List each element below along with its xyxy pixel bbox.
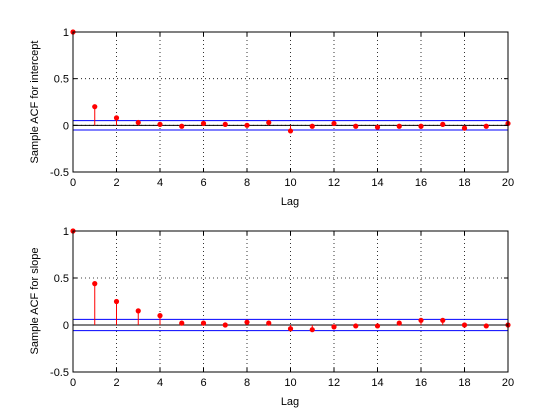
- acf-intercept-panel: Sample ACF for intercept Lag 0 2 4 6 8 10 12 14…: [29, 27, 514, 208]
- x-tick-label: 4: [157, 177, 163, 189]
- stem-marker: [113, 115, 120, 121]
- stem-marker: [374, 124, 381, 130]
- stem-marker: [222, 322, 228, 328]
- y-tick-label: 1: [63, 226, 69, 238]
- stem-marker: [374, 323, 381, 329]
- x-tick-label: 20: [502, 177, 514, 189]
- stem-marker: [157, 313, 163, 319]
- x-tick-label: 8: [244, 177, 250, 189]
- stem-marker: [179, 320, 185, 326]
- y-tick-label: -0.5: [50, 167, 69, 179]
- stem-marker: [157, 121, 163, 127]
- y-tick-label: 0: [63, 120, 69, 132]
- x-axis-label: Lag: [281, 196, 299, 208]
- y-tick-label: 0: [63, 320, 69, 332]
- x-tick-label: 14: [371, 177, 383, 189]
- x-tick-label: 4: [157, 377, 163, 389]
- stem-marker: [266, 119, 272, 126]
- x-tick-label: 16: [415, 177, 427, 189]
- x-tick-label: 6: [200, 177, 206, 189]
- stem-marker: [309, 327, 315, 333]
- stem-marker: [440, 121, 446, 127]
- x-tick-label: 18: [458, 377, 470, 389]
- stem-marker: [266, 320, 272, 326]
- stem-marker: [244, 122, 250, 128]
- stem-marker: [353, 323, 359, 329]
- x-tick-label: 0: [70, 177, 76, 189]
- stem-marker: [353, 123, 359, 129]
- stem-marker: [244, 319, 250, 325]
- stem-marker: [461, 125, 468, 131]
- stem-marker: [396, 123, 402, 129]
- y-tick-label: 0.5: [54, 273, 69, 285]
- x-tick-label: 20: [502, 377, 514, 389]
- x-tick-label: 16: [415, 377, 427, 389]
- stem-marker: [287, 128, 294, 134]
- stem-marker: [222, 121, 228, 127]
- stem-marker: [461, 322, 468, 328]
- stem-marker: [135, 308, 141, 314]
- stem-marker: [396, 320, 402, 326]
- y-axis-label: Sample ACF for intercept: [29, 41, 41, 164]
- x-tick-label: 6: [200, 377, 206, 389]
- stem-marker: [287, 326, 294, 332]
- x-tick-label: 2: [113, 177, 119, 189]
- x-tick-label: 0: [70, 377, 76, 389]
- stem-marker: [179, 123, 185, 129]
- stem-marker: [92, 104, 98, 110]
- y-tick-label: 0.5: [54, 74, 69, 86]
- stem-marker: [483, 123, 489, 129]
- stem-marker: [113, 298, 120, 305]
- x-tick-label: 12: [328, 377, 340, 389]
- stem-marker: [440, 317, 446, 323]
- x-tick-label: 18: [458, 177, 470, 189]
- x-axis-label: Lag: [281, 396, 299, 408]
- y-tick-label: -0.5: [50, 367, 69, 379]
- stem-marker: [135, 119, 141, 126]
- stem-marker: [92, 281, 98, 287]
- stem-marker: [483, 323, 489, 329]
- stem-marker: [200, 320, 207, 326]
- stem-marker: [331, 120, 337, 127]
- stem-marker: [418, 317, 424, 323]
- x-tick-label: 12: [328, 177, 340, 189]
- x-tick-label: 10: [284, 177, 296, 189]
- stem-marker: [200, 120, 207, 127]
- y-tick-label: 1: [63, 27, 69, 39]
- stem-marker: [418, 123, 424, 129]
- y-axis-label: Sample ACF for slope: [29, 248, 41, 355]
- x-tick-label: 2: [113, 377, 119, 389]
- stem-marker: [331, 324, 337, 330]
- stem-marker: [309, 123, 315, 129]
- x-tick-label: 8: [244, 377, 250, 389]
- x-tick-label: 14: [371, 377, 383, 389]
- x-tick-label: 10: [284, 377, 296, 389]
- acf-slope-panel: Sample ACF for slope Lag 0 2 4 6 8 10 12 14 16 18…: [29, 226, 514, 408]
